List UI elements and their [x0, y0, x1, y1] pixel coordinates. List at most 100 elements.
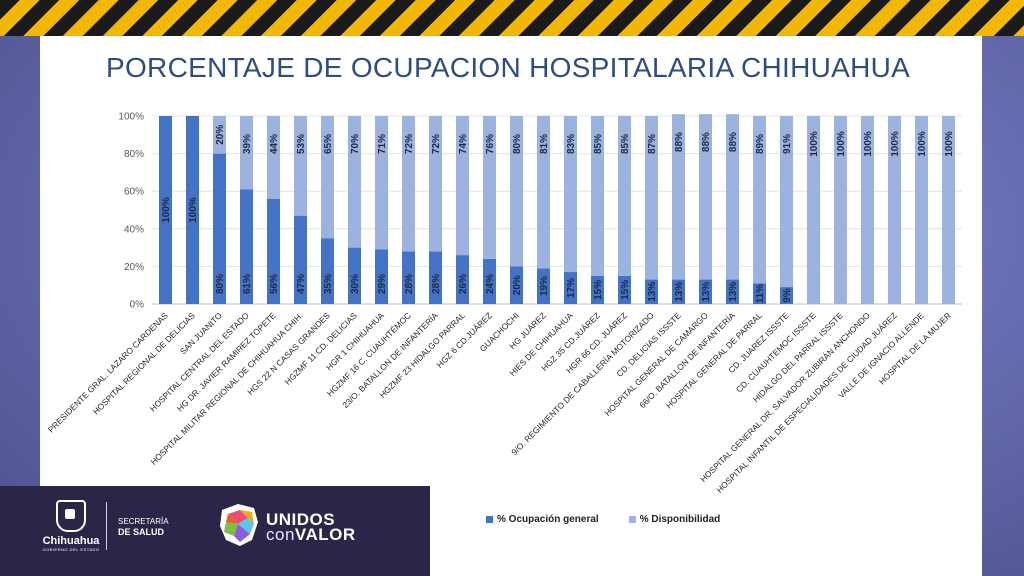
data-label: 100% [890, 131, 901, 157]
data-label: 81% [539, 134, 550, 154]
data-label: 89% [755, 134, 766, 154]
gov-name: Chihuahua [42, 535, 100, 547]
y-tick-label: 20% [124, 262, 144, 273]
y-tick-label: 60% [124, 187, 144, 198]
legend-label-ocupacion: % Ocupación general [497, 514, 599, 525]
data-label: 83% [566, 134, 577, 154]
x-tick-label: HOSPITAL CENTRAL DEL ESTADO [148, 310, 252, 414]
data-label: 85% [593, 134, 604, 154]
data-label: 13% [701, 282, 712, 302]
data-label: 70% [350, 134, 361, 154]
data-label: 88% [728, 132, 739, 152]
campaign-valor: VALOR [294, 525, 356, 544]
bar-disponibilidad [861, 116, 874, 304]
data-label: 15% [593, 280, 604, 300]
bar-disponibilidad [753, 116, 766, 284]
bar-disponibilidad [699, 114, 712, 280]
data-label: 30% [350, 274, 361, 294]
data-label: 74% [458, 134, 469, 154]
secretaria-label: SECRETARÍA DE SALUD [118, 516, 169, 538]
chihuahua-map-icon [220, 504, 258, 546]
data-label: 100% [161, 197, 172, 223]
bar-disponibilidad [213, 116, 226, 154]
bar-ocupacion [726, 279, 739, 304]
data-label: 17% [566, 278, 577, 298]
bar-disponibilidad [807, 116, 820, 304]
bar-disponibilidad [267, 116, 280, 199]
brand-divider [106, 502, 107, 550]
data-label: 56% [269, 274, 280, 294]
data-label: 65% [323, 134, 334, 154]
data-label: 47% [296, 274, 307, 294]
data-label: 100% [188, 197, 199, 223]
legend-item-ocupacion: % Ocupación general [486, 514, 599, 525]
data-label: 20% [215, 125, 226, 145]
bar-ocupacion [510, 266, 523, 304]
bar-disponibilidad [240, 116, 253, 190]
bar-ocupacion [267, 198, 280, 304]
y-tick-label: 0% [130, 300, 145, 311]
data-label: 13% [647, 282, 658, 302]
data-label: 88% [674, 132, 685, 152]
data-label: 11% [755, 284, 766, 304]
bar-disponibilidad [888, 116, 901, 304]
data-label: 44% [269, 134, 280, 154]
bar-ocupacion [456, 255, 469, 304]
bar-ocupacion [618, 275, 631, 304]
x-tick-label: HG DR. JAVIER RAMIREZ TOPETE [175, 310, 278, 413]
campaign-logo-text: UNIDOS conVALOR [266, 511, 356, 544]
bar-ocupacion [375, 249, 388, 304]
secretaria-line2: DE SALUD [118, 527, 165, 537]
y-tick-label: 80% [124, 149, 144, 160]
bar-ocupacion [186, 116, 199, 304]
data-label: 80% [215, 274, 226, 294]
bar-disponibilidad [510, 116, 523, 267]
data-label: 20% [512, 275, 523, 295]
bar-ocupacion [159, 116, 172, 304]
data-label: 91% [782, 134, 793, 154]
legend-item-disponibilidad: % Disponibilidad [628, 514, 721, 525]
chart-title: PORCENTAJE DE OCUPACION HOSPITALARIA CHI… [106, 52, 911, 83]
data-label: 28% [431, 274, 442, 294]
data-label: 39% [242, 134, 253, 154]
x-tick-label: PRESIDENTE GRAL. LAZARO CARDENAS [46, 310, 171, 435]
bar-disponibilidad [348, 116, 361, 248]
data-label: 24% [485, 274, 496, 294]
y-tick-label: 100% [118, 112, 144, 123]
bar-ocupacion [483, 258, 496, 304]
bar-ocupacion [591, 275, 604, 304]
bar-ocupacion [213, 153, 226, 304]
data-label: 87% [647, 134, 658, 154]
bar-disponibilidad [537, 116, 550, 269]
gobierno-logo: Chihuahua GOBIERNO DEL ESTADO [36, 500, 106, 560]
bar-disponibilidad [483, 116, 496, 259]
bar-disponibilidad [780, 116, 793, 288]
bar-disponibilidad [915, 116, 928, 304]
legend-label-disponibilidad: % Disponibilidad [639, 514, 721, 525]
bar-ocupacion [240, 189, 253, 304]
hazard-stripe-banner [0, 0, 1024, 36]
legend-swatch-disponibilidad [628, 516, 636, 523]
bar-ocupacion [348, 247, 361, 304]
campaign-con: con [266, 525, 295, 544]
data-label: 53% [296, 134, 307, 154]
data-label: 100% [836, 131, 847, 157]
data-label: 100% [863, 131, 874, 157]
data-label: 100% [944, 131, 955, 157]
bar-disponibilidad [645, 116, 658, 280]
bar-disponibilidad [726, 114, 739, 280]
data-label: 72% [431, 134, 442, 154]
legend-swatch-ocupacion [486, 516, 493, 523]
bar-ocupacion [564, 272, 577, 304]
data-label: 35% [323, 274, 334, 294]
data-label: 71% [377, 134, 388, 154]
secretaria-line1: SECRETARÍA [118, 517, 169, 526]
data-label: 13% [674, 282, 685, 302]
bar-ocupacion [672, 279, 685, 304]
shield-icon [56, 500, 86, 532]
data-label: 72% [404, 134, 415, 154]
bar-disponibilidad [591, 116, 604, 276]
bar-ocupacion [780, 287, 793, 304]
data-label: 15% [620, 280, 631, 300]
